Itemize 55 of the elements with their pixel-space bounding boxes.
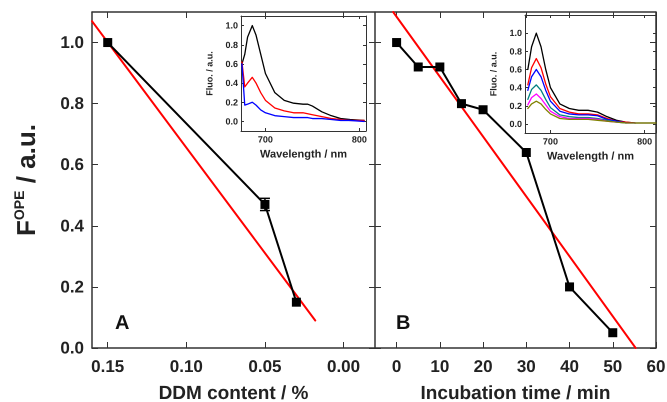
point — [565, 282, 574, 292]
point — [292, 298, 301, 307]
line-series — [527, 58, 636, 124]
x-axis-title: Incubation time / min — [420, 383, 611, 402]
y-tick-label: 0.4 — [225, 78, 238, 88]
x-tick-label: 0 — [392, 357, 402, 376]
y-tick-label: 1.0 — [60, 33, 84, 52]
x-axis-title: Wavelength / nm — [547, 150, 634, 162]
y-tick-label: 0.4 — [60, 216, 85, 236]
point — [608, 328, 618, 338]
y-tick-label: 0.0 — [60, 338, 84, 358]
text: A — [115, 312, 130, 334]
point — [456, 99, 466, 108]
text: B — [396, 312, 410, 334]
x-tick-label: 10 — [430, 357, 450, 376]
x-tick-label: 0.10 — [170, 357, 203, 376]
y-axis-title: Fluo. / a.u. — [488, 52, 498, 96]
x-tick-label: 700 — [542, 136, 558, 146]
line-series — [241, 24, 365, 122]
point — [478, 105, 488, 114]
y-tick-label: 0.2 — [509, 100, 522, 111]
y-tick-label: 0.6 — [225, 58, 238, 69]
x-axis-title: DDM content / % — [158, 383, 309, 402]
point — [392, 38, 402, 48]
y-axis-title: Fluo. / a.u. — [204, 51, 214, 96]
y-tick-label: 0.4 — [509, 82, 522, 93]
point — [435, 62, 444, 72]
x-tick-label: 800 — [637, 136, 652, 146]
y-tick-label: 1.0 — [509, 28, 522, 38]
y-tick-label: 0.8 — [509, 46, 522, 56]
y-tick-label: 0.0 — [225, 116, 238, 126]
x-tick-label: 50 — [603, 357, 622, 376]
x-tick-label: 20 — [474, 357, 493, 376]
y-tick-label: 0.8 — [60, 94, 84, 114]
y-tick-label: 0.2 — [225, 97, 238, 108]
x-tick-label: 800 — [352, 134, 367, 144]
y-tick-label: 0.6 — [60, 155, 84, 174]
y-tick-label: 0.8 — [225, 40, 238, 50]
point — [103, 38, 112, 48]
x-tick-label: 700 — [258, 134, 273, 144]
y-tick-label: 0.6 — [509, 64, 522, 74]
y-tick-label: 0.0 — [509, 118, 522, 129]
line-series — [527, 100, 657, 124]
y-tick-label: 1.0 — [225, 20, 238, 31]
y-tick-label: 0.2 — [60, 277, 84, 296]
x-tick-label: 0.00 — [327, 357, 360, 376]
x-tick-label: 60 — [646, 357, 666, 376]
x-tick-label: 0.05 — [248, 357, 282, 376]
x-tick-label: 30 — [516, 357, 536, 376]
x-axis-title: Wavelength / nm — [260, 148, 348, 160]
point — [414, 62, 423, 72]
point — [522, 148, 531, 158]
x-tick-label: 40 — [560, 357, 579, 376]
x-tick-label: 0.15 — [91, 357, 124, 376]
y-axis-title: FOPE / a.u. — [11, 124, 41, 236]
